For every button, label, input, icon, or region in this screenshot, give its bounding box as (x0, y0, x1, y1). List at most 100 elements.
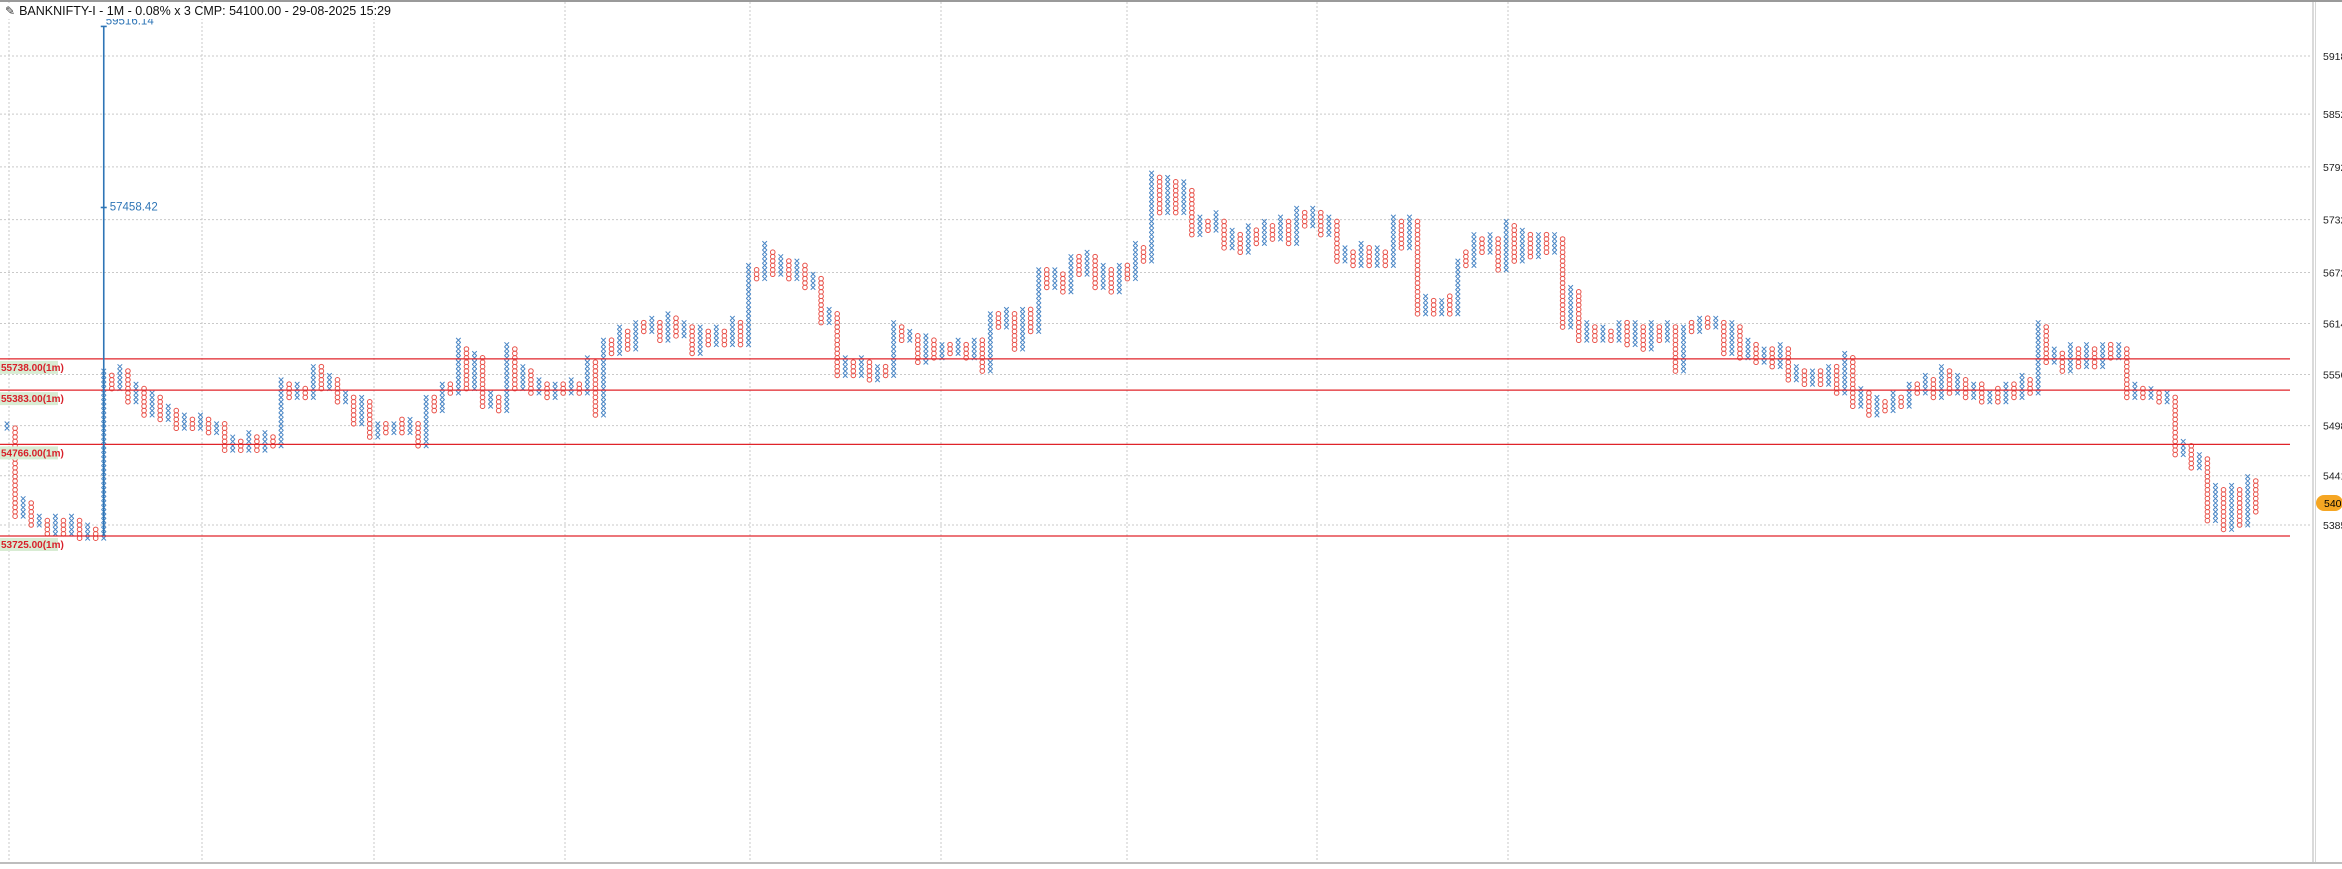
o-mark (1108, 267, 1115, 273)
o-mark (1817, 368, 1824, 374)
price-axis-panel[interactable]: 5918 5852 5792 5732 5672 5614 5556 5498 5441 5385… (2315, 2, 2342, 864)
x-mark (504, 381, 510, 387)
x-mark (133, 399, 139, 405)
x-mark (1922, 377, 1928, 383)
grid (0, 2, 2314, 862)
x-mark (826, 319, 832, 326)
x-mark (1390, 214, 1397, 220)
x-mark (762, 249, 768, 255)
o-column (1043, 267, 1050, 291)
x-mark (1374, 245, 1380, 251)
x-mark (165, 412, 171, 418)
x-column (487, 390, 494, 409)
x-mark (1439, 311, 1445, 317)
x-mark (600, 377, 607, 383)
x-mark (1455, 284, 1461, 291)
x-mark (2035, 372, 2041, 379)
x-mark (1132, 262, 1139, 269)
x-mark (697, 324, 703, 330)
o-column (979, 337, 986, 374)
o-column (44, 517, 51, 537)
o-column (350, 394, 357, 427)
o-column (1898, 394, 1904, 410)
o-mark (1866, 390, 1872, 396)
x-mark (310, 381, 316, 387)
x-mark (1019, 337, 1026, 343)
x-column (1664, 319, 1671, 343)
x-mark (294, 394, 300, 401)
x-mark (84, 531, 91, 537)
x-mark (133, 394, 139, 401)
x-column (1342, 245, 1348, 264)
x-mark (423, 425, 429, 431)
o-column (818, 275, 824, 326)
x-column (1084, 249, 1090, 277)
x-mark (697, 328, 703, 335)
o-mark (318, 363, 325, 370)
x-mark (1116, 271, 1122, 277)
o-mark (947, 341, 953, 348)
x-mark (1455, 275, 1461, 282)
o-mark (60, 517, 67, 524)
o-mark (366, 399, 373, 405)
x-mark (1971, 381, 1977, 387)
x-column (1938, 363, 1945, 401)
o-mark (2236, 487, 2243, 493)
x-mark (1374, 262, 1380, 269)
x-mark (1003, 315, 1010, 321)
x-column (197, 412, 204, 431)
x-mark (1906, 381, 1912, 387)
o-column (1753, 341, 1759, 366)
o-mark (350, 394, 357, 401)
x-mark (1326, 214, 1332, 220)
x-mark (681, 328, 687, 335)
x-mark (504, 368, 510, 374)
x-column (1326, 214, 1332, 238)
x-mark (2212, 513, 2219, 519)
x-mark (600, 341, 607, 348)
o-mark (92, 526, 99, 533)
o-mark (205, 416, 212, 423)
x-mark (826, 306, 832, 313)
x-mark (810, 280, 816, 286)
x-column (342, 390, 349, 405)
x-mark (2228, 482, 2235, 489)
x-mark (697, 333, 703, 339)
o-column (2172, 394, 2178, 458)
x-mark (1052, 280, 1058, 286)
o-column (366, 399, 373, 440)
o-column (125, 368, 131, 405)
x-column (955, 337, 961, 357)
o-mark (44, 517, 51, 524)
x-mark (713, 324, 719, 330)
o-mark (1011, 311, 1018, 317)
o-mark (1833, 363, 1840, 370)
x-mark (2245, 500, 2251, 506)
x-mark (1261, 218, 1268, 225)
price-tick-label: 5556 (2323, 370, 2342, 382)
o-column (76, 517, 83, 541)
x-mark (2196, 465, 2203, 471)
x-mark (1632, 319, 1638, 326)
x-mark (1422, 311, 1429, 317)
x-mark (1519, 249, 1525, 255)
x-mark (1148, 258, 1155, 264)
x-mark (1116, 267, 1122, 273)
o-column (737, 319, 744, 348)
x-column (1551, 231, 1558, 255)
x-mark (2212, 491, 2219, 497)
x-mark (762, 267, 768, 273)
x-mark (1680, 359, 1687, 365)
o-column (1608, 328, 1614, 344)
x-mark (649, 328, 655, 335)
x-mark (1842, 390, 1848, 396)
x-mark (633, 337, 639, 343)
x-mark (455, 377, 462, 383)
x-mark (213, 429, 220, 436)
x-mark (713, 341, 719, 348)
o-mark (1463, 249, 1469, 256)
x-mark (729, 324, 736, 330)
x-mark (1019, 346, 1026, 352)
o-column (1930, 377, 1937, 401)
